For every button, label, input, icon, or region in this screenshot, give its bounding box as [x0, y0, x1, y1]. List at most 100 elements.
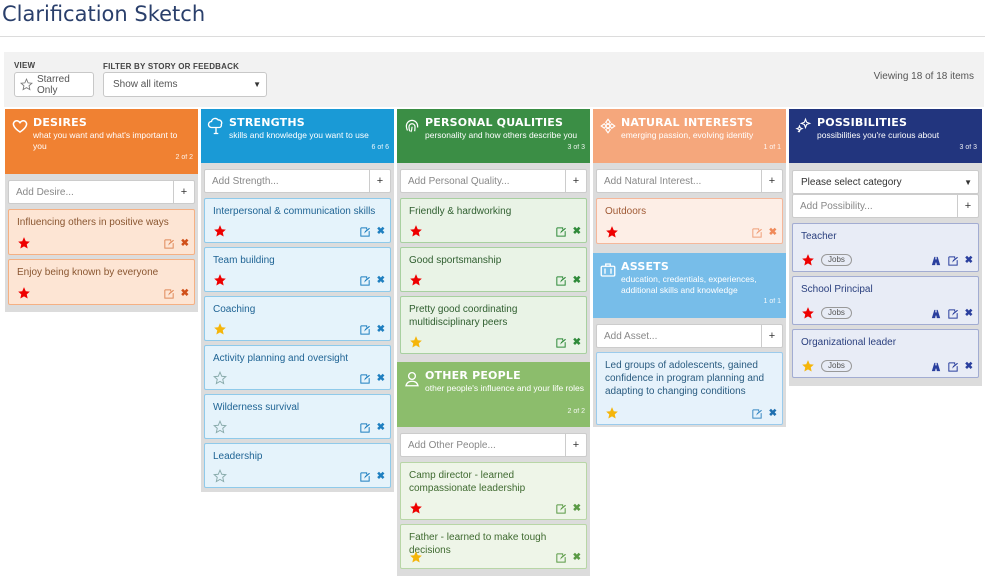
- column-subtitle: personality and how others describe you: [425, 130, 578, 140]
- list-item[interactable]: Enjoy being known by everyone ✖: [8, 259, 195, 305]
- list-item[interactable]: Pretty good coordinating multidisciplina…: [400, 296, 587, 354]
- edit-icon[interactable]: [359, 227, 370, 237]
- edit-icon[interactable]: [359, 276, 370, 286]
- close-icon[interactable]: ✖: [572, 275, 581, 286]
- add-other-people-input[interactable]: Add Other People... +: [400, 433, 587, 457]
- tree-icon: [207, 117, 223, 135]
- close-icon[interactable]: ✖: [964, 361, 973, 372]
- star-icon[interactable]: [213, 224, 227, 238]
- add-possibility-input[interactable]: Add Possibility... +: [792, 194, 979, 218]
- close-icon[interactable]: ✖: [572, 503, 581, 514]
- star-icon[interactable]: [409, 550, 423, 564]
- edit-icon[interactable]: [947, 309, 958, 319]
- edit-icon[interactable]: [555, 338, 566, 348]
- list-item[interactable]: Outdoors ✖: [596, 198, 783, 244]
- star-icon[interactable]: [409, 501, 423, 515]
- close-icon[interactable]: ✖: [376, 226, 385, 237]
- add-asset-button[interactable]: +: [761, 325, 782, 347]
- star-outline-icon[interactable]: [213, 469, 227, 483]
- edit-icon[interactable]: [359, 423, 370, 433]
- list-item[interactable]: Leadership ✖: [204, 443, 391, 488]
- star-icon[interactable]: [213, 273, 227, 287]
- star-icon[interactable]: [801, 306, 815, 320]
- list-item[interactable]: Good sportsmanship ✖: [400, 247, 587, 292]
- starred-only-button[interactable]: Starred Only: [14, 72, 94, 97]
- add-possibility-button[interactable]: +: [957, 195, 978, 217]
- add-desire-input[interactable]: Add Desire... +: [8, 180, 195, 204]
- list-item[interactable]: Friendly & hardworking ✖: [400, 198, 587, 243]
- list-item[interactable]: School Principal Jobs ✖: [792, 276, 979, 325]
- star-icon[interactable]: [409, 335, 423, 349]
- close-icon[interactable]: ✖: [572, 552, 581, 563]
- star-outline-icon[interactable]: [213, 371, 227, 385]
- edit-icon[interactable]: [947, 256, 958, 266]
- edit-icon[interactable]: [359, 325, 370, 335]
- close-icon[interactable]: ✖: [376, 422, 385, 433]
- close-icon[interactable]: ✖: [572, 226, 581, 237]
- close-icon[interactable]: ✖: [768, 408, 777, 419]
- add-natural-interest-button[interactable]: +: [761, 170, 782, 192]
- edit-icon[interactable]: [751, 228, 762, 238]
- add-personal-quality-input[interactable]: Add Personal Quality... +: [400, 169, 587, 193]
- add-desire-button[interactable]: +: [173, 181, 194, 203]
- star-icon[interactable]: [17, 236, 31, 250]
- list-item[interactable]: Camp director - learned compassionate le…: [400, 462, 587, 520]
- road-icon[interactable]: [931, 362, 941, 372]
- filter-label: FILTER BY STORY OR FEEDBACK: [103, 62, 240, 71]
- road-icon[interactable]: [931, 309, 941, 319]
- star-icon[interactable]: [801, 359, 815, 373]
- edit-icon[interactable]: [555, 553, 566, 563]
- close-icon[interactable]: ✖: [768, 227, 777, 238]
- edit-icon[interactable]: [163, 289, 174, 299]
- road-icon[interactable]: [931, 256, 941, 266]
- list-item[interactable]: Wilderness survival ✖: [204, 394, 391, 439]
- close-icon[interactable]: ✖: [376, 373, 385, 384]
- edit-icon[interactable]: [947, 362, 958, 372]
- star-icon[interactable]: [409, 224, 423, 238]
- item-text: Wilderness survival: [213, 402, 300, 413]
- star-icon[interactable]: [17, 286, 31, 300]
- star-icon[interactable]: [605, 225, 619, 239]
- add-natural-interest-input[interactable]: Add Natural Interest... +: [596, 169, 783, 193]
- list-item[interactable]: Influencing others in positive ways ✖: [8, 209, 195, 255]
- add-strength-input[interactable]: Add Strength... +: [204, 169, 391, 193]
- column-subtitle: education, credentials, experiences, add…: [621, 274, 757, 295]
- column-count: 2 of 2: [567, 408, 585, 415]
- star-outline-icon[interactable]: [213, 420, 227, 434]
- list-item[interactable]: Father - learned to make tough decisions…: [400, 524, 587, 569]
- edit-icon[interactable]: [555, 504, 566, 514]
- list-item[interactable]: Coaching ✖: [204, 296, 391, 341]
- close-icon[interactable]: ✖: [180, 238, 189, 249]
- add-other-people-button[interactable]: +: [565, 434, 586, 456]
- star-icon[interactable]: [605, 406, 619, 420]
- filter-select[interactable]: Show all items ▼: [103, 72, 267, 97]
- star-icon[interactable]: [409, 273, 423, 287]
- edit-icon[interactable]: [163, 239, 174, 249]
- close-icon[interactable]: ✖: [964, 308, 973, 319]
- list-item[interactable]: Activity planning and oversight ✖: [204, 345, 391, 390]
- star-icon[interactable]: [213, 322, 227, 336]
- edit-icon[interactable]: [751, 409, 762, 419]
- list-item[interactable]: Team building ✖: [204, 247, 391, 292]
- list-item[interactable]: Interpersonal & communication skills ✖: [204, 198, 391, 243]
- add-strength-button[interactable]: +: [369, 170, 390, 192]
- close-icon[interactable]: ✖: [376, 471, 385, 482]
- close-icon[interactable]: ✖: [180, 288, 189, 299]
- edit-icon[interactable]: [359, 374, 370, 384]
- close-icon[interactable]: ✖: [376, 275, 385, 286]
- add-asset-input[interactable]: Add Asset... +: [596, 324, 783, 348]
- category-select[interactable]: Please select category ▼: [792, 170, 979, 194]
- list-item[interactable]: Led groups of adolescents, gained confid…: [596, 352, 783, 425]
- edit-icon[interactable]: [359, 472, 370, 482]
- column-count: 2 of 2: [175, 154, 193, 161]
- list-item[interactable]: Organizational leader Jobs ✖: [792, 329, 979, 378]
- column-subtitle: what you want and what's important to yo…: [33, 130, 178, 151]
- edit-icon[interactable]: [555, 227, 566, 237]
- add-personal-quality-button[interactable]: +: [565, 170, 586, 192]
- close-icon[interactable]: ✖: [964, 255, 973, 266]
- edit-icon[interactable]: [555, 276, 566, 286]
- close-icon[interactable]: ✖: [572, 337, 581, 348]
- star-icon[interactable]: [801, 253, 815, 267]
- close-icon[interactable]: ✖: [376, 324, 385, 335]
- list-item[interactable]: Teacher Jobs ✖: [792, 223, 979, 272]
